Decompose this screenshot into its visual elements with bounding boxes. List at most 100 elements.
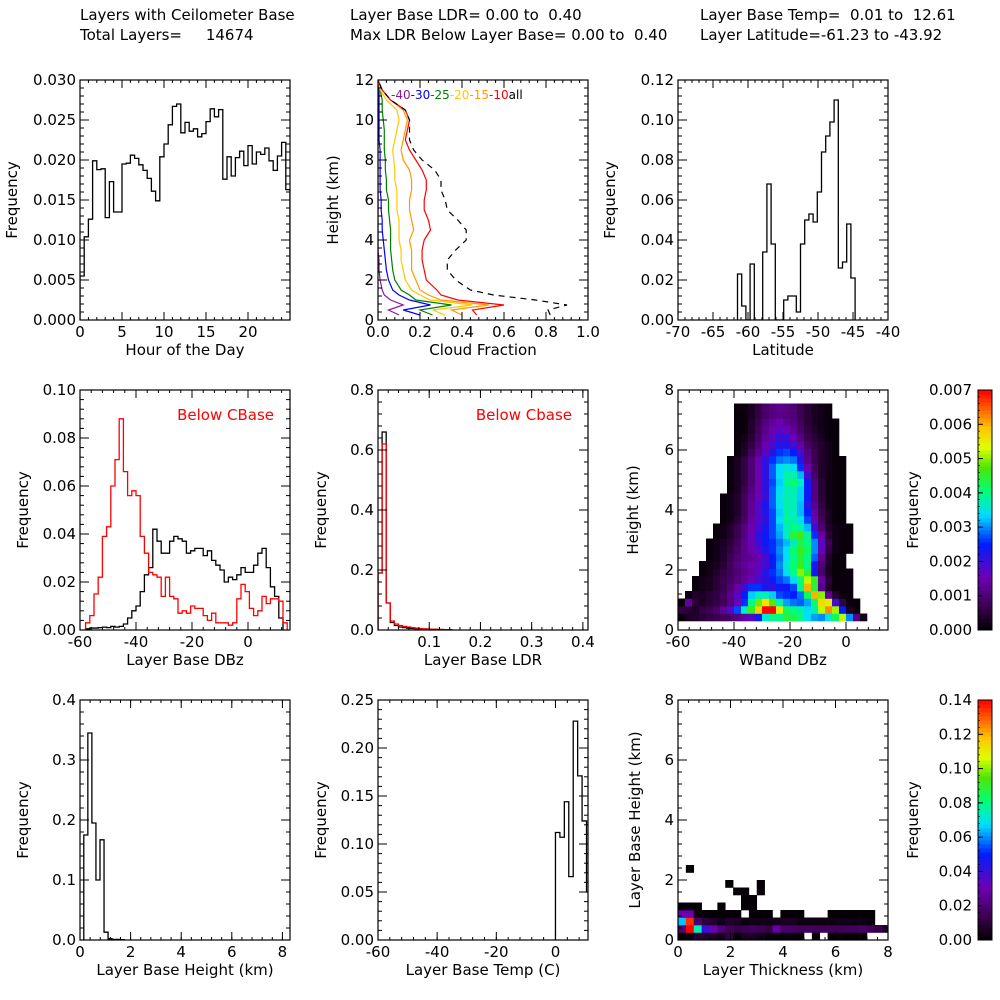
heatmap-cell bbox=[706, 553, 714, 562]
colorbar-tick-label: 0.10 bbox=[939, 760, 972, 778]
colorbar-tick-label: 0.005 bbox=[929, 450, 972, 468]
heatmap-cell bbox=[699, 583, 707, 592]
heatmap-cell bbox=[762, 478, 770, 487]
heatmap-cell bbox=[811, 456, 819, 464]
heatmap-cell bbox=[762, 486, 770, 494]
colorbar-segment bbox=[978, 796, 992, 801]
heatmap-cell bbox=[769, 411, 777, 419]
x-tick-label: 6 bbox=[227, 943, 237, 961]
colorbar-segment bbox=[978, 908, 992, 913]
heatmap-cell bbox=[797, 441, 805, 449]
heatmap-cell bbox=[734, 441, 742, 449]
colorbar-segment bbox=[978, 900, 992, 905]
colorbar-tick-label: 0.004 bbox=[929, 484, 972, 502]
x-tick-label: -40 bbox=[722, 633, 747, 651]
heatmap-cell bbox=[811, 418, 819, 427]
x-tick-label: 2 bbox=[126, 943, 136, 961]
colorbar-segment bbox=[978, 410, 992, 415]
heatmap-cell bbox=[741, 418, 749, 427]
colorbar-segment bbox=[978, 498, 992, 503]
heatmap-cell bbox=[790, 411, 798, 419]
heatmap-cell bbox=[825, 478, 833, 487]
colorbar-segment bbox=[978, 542, 992, 547]
y-axis-label: Height (km) bbox=[324, 155, 342, 244]
y-tick-label: 0.08 bbox=[43, 429, 76, 447]
heatmap-cell bbox=[741, 895, 750, 903]
heatmap-cell bbox=[819, 925, 828, 933]
heatmap-cell bbox=[832, 508, 840, 517]
colorbar-segment bbox=[978, 530, 992, 535]
header-col1-line2: Total Layers= 14674 bbox=[80, 26, 254, 44]
heatmap-cell bbox=[769, 493, 777, 502]
heatmap-cell bbox=[846, 591, 854, 599]
heatmap-cell bbox=[769, 501, 777, 509]
heatmap-cell bbox=[825, 583, 833, 592]
histogram-series-all bbox=[83, 732, 125, 940]
header-col1-line1: Layers with Ceilometer Base bbox=[80, 6, 295, 24]
colorbar-segment bbox=[978, 462, 992, 467]
heatmap-cell bbox=[790, 486, 798, 494]
heatmap-cell bbox=[734, 411, 742, 419]
heatmap-cell bbox=[720, 598, 728, 607]
colorbar-segment bbox=[978, 398, 992, 403]
heatmap-cell bbox=[727, 561, 735, 569]
heatmap-cell bbox=[699, 613, 707, 622]
heatmap-cell bbox=[851, 910, 860, 918]
heatmap-cell bbox=[825, 463, 833, 472]
colorbar-segment bbox=[978, 808, 992, 813]
heatmap-cell bbox=[776, 478, 784, 487]
y-tick-label: 2 bbox=[664, 871, 674, 889]
heatmap-cell bbox=[825, 456, 833, 464]
heatmap-cell bbox=[741, 568, 749, 577]
heatmap-cell bbox=[685, 925, 695, 933]
heatmap-cell bbox=[832, 456, 840, 464]
y-tick-label: 0.8 bbox=[350, 381, 374, 399]
heatmap-cell bbox=[748, 501, 756, 509]
colorbar-tick-label: 0.006 bbox=[929, 415, 972, 433]
chart-latitude: -70 -65 -60 -55 -50 -45 -40 0.00 0.02 0.04 0.06 0.0… bbox=[601, 71, 900, 359]
heatmap-cell bbox=[818, 583, 826, 592]
plot-area bbox=[554, 720, 588, 940]
colorbar-segment bbox=[978, 430, 992, 435]
heatmap-cell bbox=[788, 925, 797, 933]
colorbar-segment bbox=[978, 586, 992, 591]
colorbar-segment bbox=[978, 916, 992, 921]
heatmap-cell bbox=[796, 917, 805, 926]
heatmap-cell bbox=[811, 493, 819, 502]
heatmap-cell bbox=[804, 433, 812, 442]
heatmap-cell bbox=[755, 426, 763, 434]
colorbar-segment bbox=[978, 590, 992, 595]
heatmap-cell bbox=[811, 925, 821, 933]
y-tick-label: 8 bbox=[664, 691, 674, 709]
heatmap-cell bbox=[685, 910, 695, 918]
heatmap-cell bbox=[769, 591, 777, 599]
heatmap-cell bbox=[804, 426, 812, 434]
colorbar-segment bbox=[978, 736, 992, 741]
heatmap-cell bbox=[859, 910, 868, 918]
x-tick-label: 8 bbox=[278, 943, 288, 961]
heatmap-cell bbox=[748, 561, 756, 569]
heatmap-cell bbox=[720, 516, 728, 524]
heatmap-cell bbox=[706, 606, 714, 614]
heatmap-cell bbox=[797, 426, 805, 434]
heatmap-cell bbox=[818, 471, 826, 479]
heatmap-cell bbox=[734, 463, 742, 472]
heatmap-cell bbox=[825, 403, 833, 412]
heatmap-cell bbox=[755, 478, 763, 487]
y-axis-label: Frequency bbox=[3, 161, 21, 239]
profile-line--30 bbox=[378, 80, 431, 316]
heatmap-cell bbox=[748, 516, 756, 524]
heatmap-cell bbox=[790, 568, 798, 577]
x-tick-label: -60 bbox=[736, 323, 761, 341]
heatmap-cell bbox=[832, 538, 840, 547]
heatmap-cell bbox=[678, 613, 686, 622]
heatmap-cell bbox=[839, 606, 847, 614]
heatmap-cell bbox=[818, 561, 826, 569]
heatmap-cell bbox=[713, 576, 721, 584]
colorbar-segment bbox=[978, 752, 992, 757]
heatmap-cell bbox=[762, 546, 770, 554]
heatmap-cell bbox=[818, 576, 826, 584]
heatmap-cell bbox=[733, 887, 742, 896]
heatmap-cell bbox=[776, 591, 784, 599]
heatmap-cell bbox=[727, 463, 735, 472]
